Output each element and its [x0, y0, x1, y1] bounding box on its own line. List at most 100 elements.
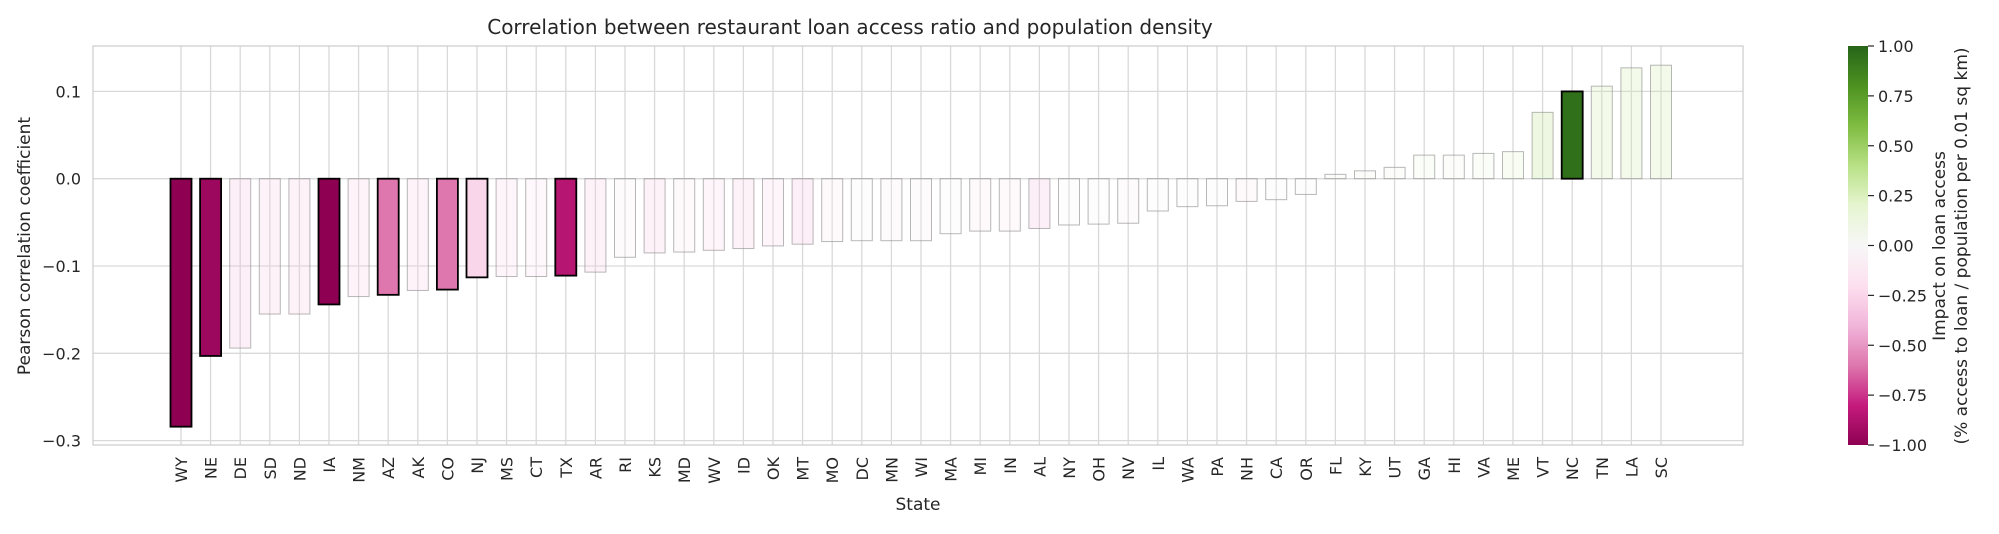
x-tick-label: SD: [261, 457, 280, 479]
bar-md: [673, 178, 696, 253]
bar-ut: [1383, 166, 1406, 180]
bar-me: [1502, 151, 1524, 180]
x-tick-label: NM: [350, 457, 369, 483]
bar-wy: [169, 177, 193, 428]
x-tick-label: ME: [1504, 457, 1523, 481]
x-tick-label: VA: [1474, 457, 1493, 478]
bar-ma: [939, 178, 962, 235]
bar-ct: [525, 178, 548, 277]
colorbar-tick-label: 1.00: [1878, 37, 1914, 56]
x-tick-label: DE: [231, 457, 250, 479]
colorbar-label-line1: Impact on loan access: [1930, 151, 1950, 341]
x-tick-label: NC: [1563, 457, 1582, 480]
colorbar-tick-label: −1.00: [1878, 436, 1927, 455]
x-tick-label: OK: [764, 457, 783, 481]
x-tick-label: OR: [1297, 457, 1316, 481]
x-tick-label: LA: [1622, 457, 1641, 477]
bar-ga: [1413, 154, 1436, 180]
colorbar: 1.00 0.75 0.50 0.25 0.00 −0.25 −0.50 −0.75 −1.00…: [1848, 37, 1972, 455]
x-tick-label: UT: [1386, 457, 1405, 479]
x-tick-label: CA: [1267, 457, 1286, 479]
bar-sd: [258, 178, 281, 315]
x-tick-label: MT: [794, 457, 813, 481]
bar-wa: [1176, 178, 1199, 208]
bar-ri: [614, 178, 636, 258]
colorbar-tick-label: 0.25: [1878, 187, 1914, 206]
bar-ia: [317, 177, 341, 306]
x-tick-label: PA: [1208, 457, 1227, 477]
x-tick-label: AK: [409, 456, 428, 478]
x-tick-label: WI: [912, 457, 931, 478]
x-tick-label: CO: [438, 457, 457, 481]
bar-ne: [199, 177, 223, 357]
bar-sc: [1650, 64, 1672, 180]
colorbar-gradient: [1848, 46, 1868, 445]
bar-nv: [1117, 178, 1140, 224]
bar-wi: [910, 178, 932, 242]
bar-id: [732, 178, 755, 250]
x-tick-label: NH: [1238, 457, 1257, 481]
colorbar-tick-label: −0.75: [1878, 386, 1927, 405]
bar-il: [1146, 178, 1169, 212]
x-tick-label: ND: [290, 457, 309, 481]
bar-mi: [969, 178, 992, 232]
bar-la: [1620, 67, 1643, 180]
x-tick-label: AR: [586, 457, 605, 479]
bar-ms: [495, 178, 518, 277]
x-tick-label: MS: [498, 457, 517, 481]
bar-tn: [1590, 85, 1613, 180]
bar-mo: [821, 178, 844, 243]
bar-oh: [1087, 178, 1110, 225]
bar-nm: [347, 178, 370, 298]
colorbar-tick-label: −0.25: [1878, 286, 1927, 305]
x-tick-labels: WY NE DE SD ND IA NM AZ AK CO NJ MS CT TX AR RI KS MD WV ID…: [172, 456, 1671, 483]
x-tick-label: NJ: [468, 457, 487, 474]
bar-ar: [584, 178, 607, 273]
x-tick-label: NY: [1060, 457, 1079, 479]
bar-hi: [1442, 154, 1465, 180]
bar-ny: [1058, 178, 1080, 226]
x-tick-label: WV: [705, 457, 724, 484]
y-tick-label: −0.2: [42, 344, 81, 363]
bar-al: [1028, 178, 1051, 229]
bar-in: [998, 178, 1021, 232]
x-tick-label: AL: [1030, 457, 1049, 477]
x-tick-label: CT: [527, 457, 546, 478]
x-tick-label: MN: [882, 457, 901, 483]
x-tick-label: VT: [1534, 457, 1553, 478]
x-tick-label: IL: [1149, 457, 1168, 471]
grid: [93, 46, 1743, 445]
bar-wv: [702, 178, 725, 251]
bar-tx: [554, 177, 578, 277]
bar-dc: [850, 178, 873, 242]
colorbar-label-line2: (% access to loan / population per 0.01 …: [1952, 47, 1972, 444]
x-tick-label: NV: [1119, 457, 1138, 480]
y-axis-label: Pearson correlation coefficient: [15, 117, 35, 376]
colorbar-tick-label: −0.50: [1878, 336, 1927, 355]
x-tick-label: NE: [202, 457, 221, 479]
x-tick-label: GA: [1415, 457, 1434, 480]
colorbar-tick-label: 0.00: [1878, 237, 1914, 256]
bar-mt: [791, 178, 814, 245]
bar-ca: [1265, 178, 1288, 201]
y-tick-label: −0.3: [42, 432, 81, 451]
plot-frame: [92, 45, 1744, 446]
x-tick-label: IA: [320, 457, 339, 473]
y-tick-label: 0.1: [56, 82, 81, 101]
y-tick-labels: −0.3 −0.2 −0.1 0.0 0.1: [42, 82, 81, 450]
bar-nd: [288, 178, 311, 315]
x-tick-label: FL: [1326, 457, 1345, 475]
bar-ak: [406, 178, 429, 291]
bar-ks: [643, 178, 666, 254]
x-tick-label: MO: [823, 457, 842, 483]
bar-fl: [1324, 173, 1347, 180]
bar-nh: [1235, 178, 1258, 202]
bar-ok: [762, 178, 784, 247]
x-tick-label: TX: [557, 457, 576, 479]
bar-nj: [465, 177, 489, 279]
chart-title: Correlation between restaurant loan acce…: [487, 15, 1213, 39]
bar-va: [1472, 152, 1495, 180]
bar-vt: [1531, 111, 1554, 180]
x-tick-label: SC: [1652, 457, 1671, 478]
